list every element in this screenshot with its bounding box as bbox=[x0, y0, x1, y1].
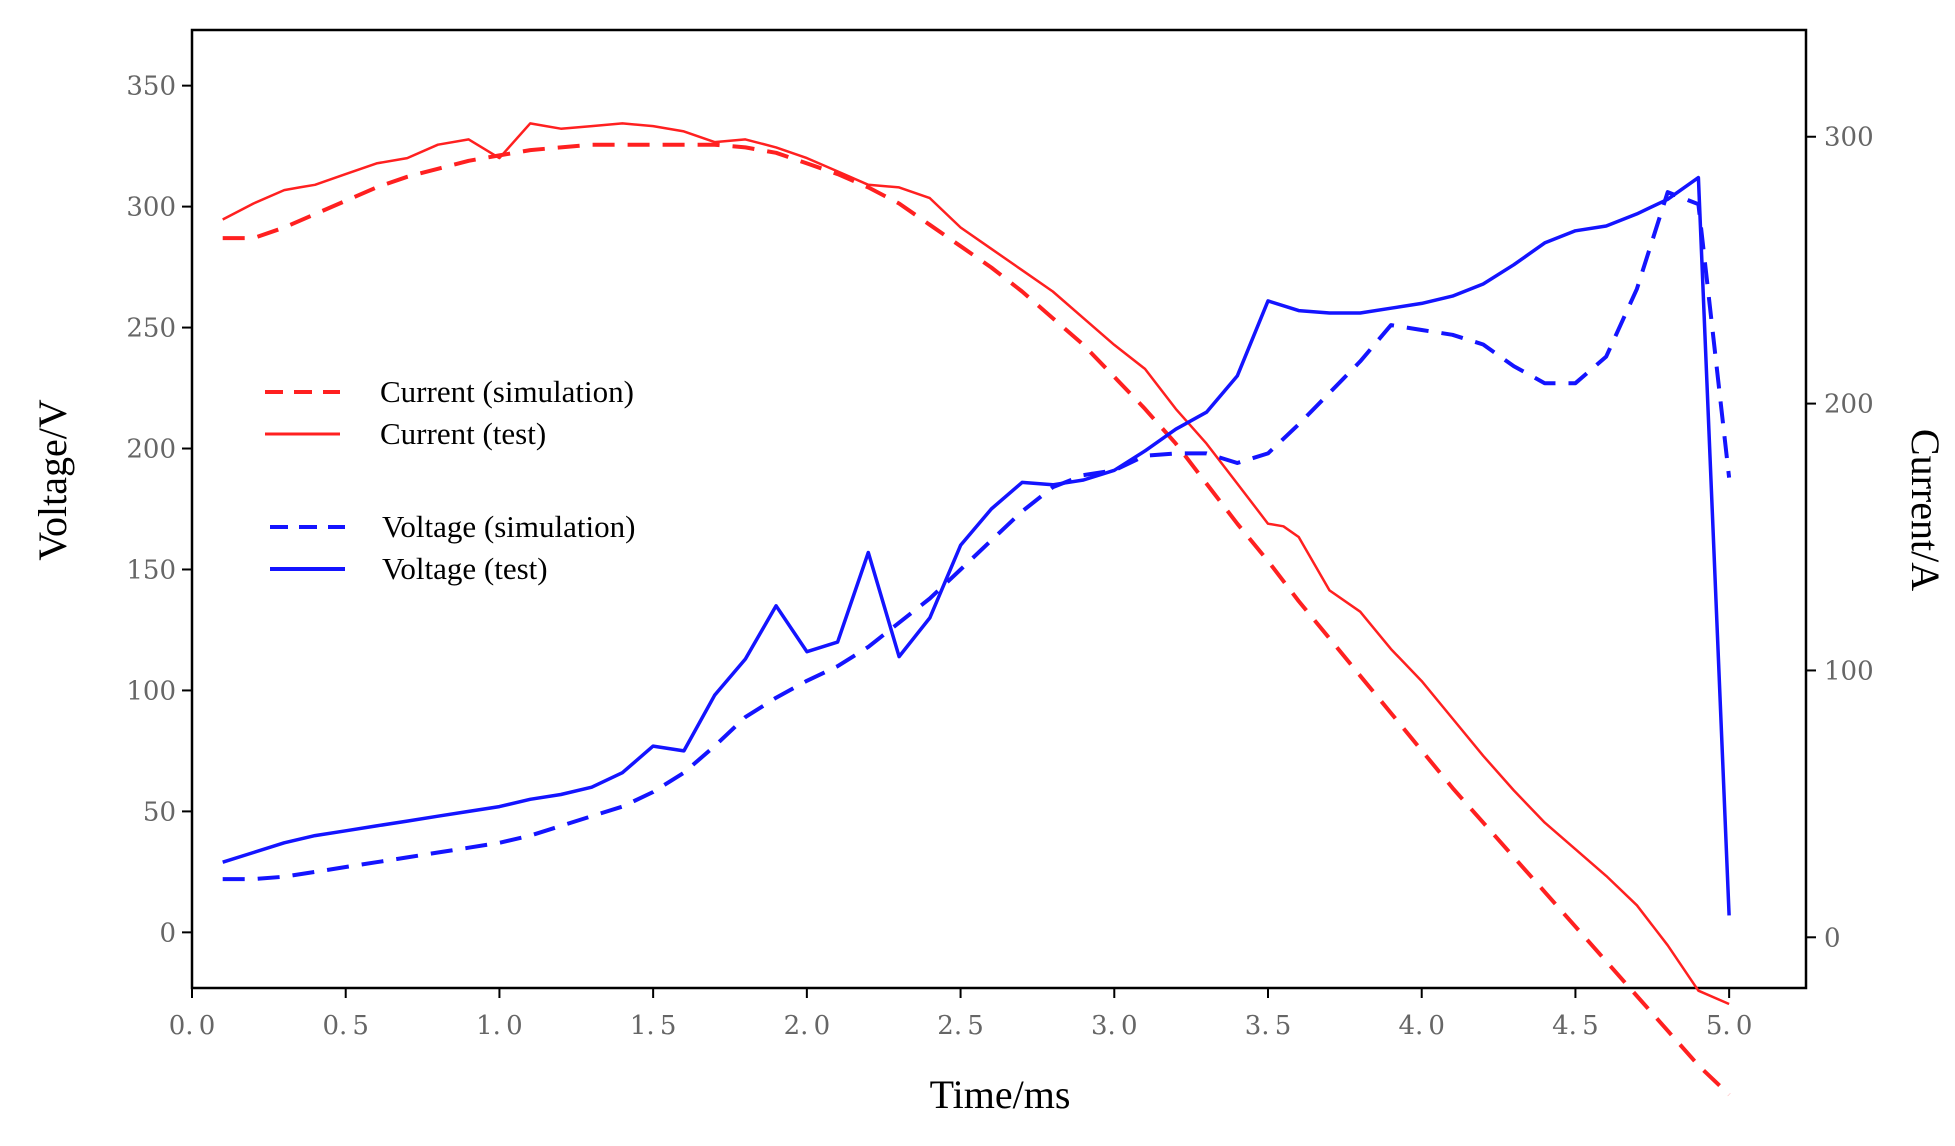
y-left-tick-label: 150 bbox=[126, 555, 176, 585]
y-left-tick-label: 0 bbox=[159, 918, 176, 948]
x-tick-label: 5. 0 bbox=[1706, 1011, 1753, 1041]
x-tick-label: 2. 5 bbox=[937, 1011, 984, 1041]
legend-label-voltage-test: Voltage (test) bbox=[382, 551, 548, 586]
plot-border bbox=[190, 28, 1808, 990]
y-axis-left-title: Voltage/V bbox=[30, 399, 75, 561]
y-right-tick-label: 100 bbox=[1824, 656, 1874, 686]
x-tick-label: 1. 0 bbox=[476, 1011, 523, 1041]
y-left-tick-label: 350 bbox=[126, 72, 176, 102]
y-left-tick-label: 50 bbox=[143, 797, 176, 827]
x-axis-title: Time/ms bbox=[930, 1072, 1071, 1117]
y-right-tick-label: 0 bbox=[1824, 923, 1841, 953]
y-left-tick-label: 300 bbox=[126, 193, 176, 223]
legend-label-voltage-simulation: Voltage (simulation) bbox=[382, 509, 635, 544]
x-tick-label: 0. 5 bbox=[322, 1011, 369, 1041]
y-axis-right-title: Current/A bbox=[1903, 429, 1948, 591]
legend-label-current-simulation: Current (simulation) bbox=[380, 374, 634, 409]
y-left-tick-label: 100 bbox=[126, 676, 176, 706]
y-left-tick-label: 250 bbox=[126, 314, 176, 344]
ticks-layer: 0. 0 0. 5 1. 0 1. 5 2. 0 2. 5 3. 0 3. 5 4. 0 4. 5… bbox=[126, 72, 1873, 1041]
series-line-voltage-test bbox=[222, 175, 1731, 916]
series-line-current-simulation bbox=[222, 142, 1731, 1097]
x-tick-label: 1. 5 bbox=[630, 1011, 677, 1041]
series-line-current-test bbox=[222, 122, 1730, 1006]
y-left-tick-label: 200 bbox=[126, 435, 176, 465]
x-tick-label: 2. 0 bbox=[784, 1011, 831, 1041]
x-tick-label: 4. 5 bbox=[1552, 1011, 1599, 1041]
legend: Current (simulation) Current (test) Volt… bbox=[265, 374, 635, 586]
x-tick-label: 4. 0 bbox=[1398, 1011, 1445, 1041]
x-tick-label: 0. 0 bbox=[169, 1011, 216, 1041]
series-layer bbox=[222, 122, 1732, 1097]
x-tick-label: 3. 0 bbox=[1091, 1011, 1138, 1041]
plot-frame bbox=[190, 28, 1808, 990]
x-tick-label: 3. 5 bbox=[1245, 1011, 1292, 1041]
y-right-tick-label: 200 bbox=[1824, 390, 1874, 420]
series-line-voltage-simulation bbox=[222, 190, 1732, 882]
y-right-tick-label: 300 bbox=[1824, 123, 1874, 153]
legend-label-current-test: Current (test) bbox=[380, 416, 546, 451]
